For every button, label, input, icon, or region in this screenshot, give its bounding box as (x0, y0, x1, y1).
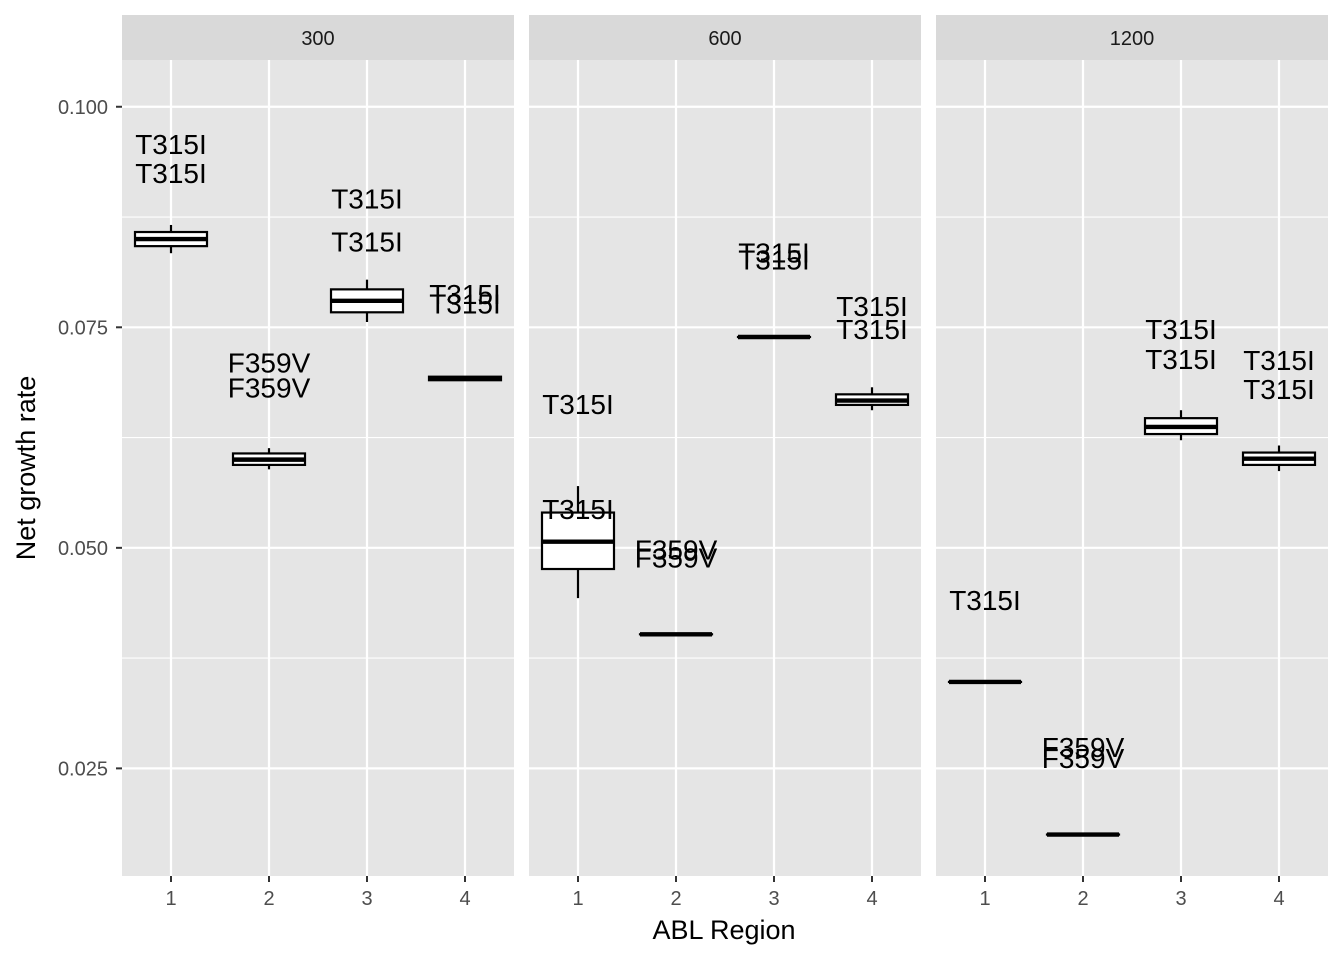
mutation-label: T315I (1243, 345, 1315, 376)
x-tick-label: 2 (263, 888, 274, 910)
mutation-label: T315I (135, 129, 207, 160)
x-axis-title: ABL Region (652, 915, 795, 945)
x-tick-label: 4 (866, 888, 877, 910)
mutation-label: T315I (331, 227, 403, 258)
x-tick-label: 3 (1175, 888, 1186, 910)
boxplot-300-region-4 (429, 377, 501, 381)
y-tick-label: 0.050 (58, 538, 108, 560)
facet-strip-label: 300 (301, 28, 334, 50)
mutation-label: T315I (542, 389, 614, 420)
facet-panel-600: 600 (529, 15, 921, 876)
x-tick-label: 1 (572, 888, 583, 910)
x-tick-label: 4 (459, 888, 470, 910)
y-tick-label: 0.100 (58, 97, 108, 119)
x-tick-label: 3 (768, 888, 779, 910)
x-tick-label: 1 (165, 888, 176, 910)
facet-strip-label: 1200 (1110, 28, 1155, 50)
x-tick-label: 1 (979, 888, 990, 910)
mutation-label: T315I (429, 288, 501, 319)
mutation-label: F359V (1042, 743, 1125, 774)
mutation-label: T315I (1243, 374, 1315, 405)
y-tick-label: 0.025 (58, 758, 108, 780)
mutation-label: F359V (635, 543, 718, 574)
mutation-label: T315I (331, 183, 403, 214)
x-tick-label: 3 (361, 888, 372, 910)
facet-panel-1200: 1200 (936, 15, 1328, 876)
mutation-label: T315I (949, 585, 1021, 616)
x-tick-label: 2 (1077, 888, 1088, 910)
mutation-label: T315I (738, 244, 810, 275)
x-tick-label: 4 (1273, 888, 1284, 910)
panel-background (936, 60, 1328, 876)
facet-strip-label: 600 (708, 28, 741, 50)
y-axis-title: Net growth rate (11, 376, 41, 561)
panel-background (529, 60, 921, 876)
x-tick-label: 2 (670, 888, 681, 910)
y-tick-label: 0.075 (58, 317, 108, 339)
mutation-label: T315I (836, 314, 908, 345)
mutation-label: T315I (542, 494, 614, 525)
mutation-label: T315I (135, 158, 207, 189)
mutation-label: T315I (1145, 314, 1217, 345)
mutation-label: T315I (1145, 344, 1217, 375)
mutation-label: F359V (228, 372, 311, 403)
